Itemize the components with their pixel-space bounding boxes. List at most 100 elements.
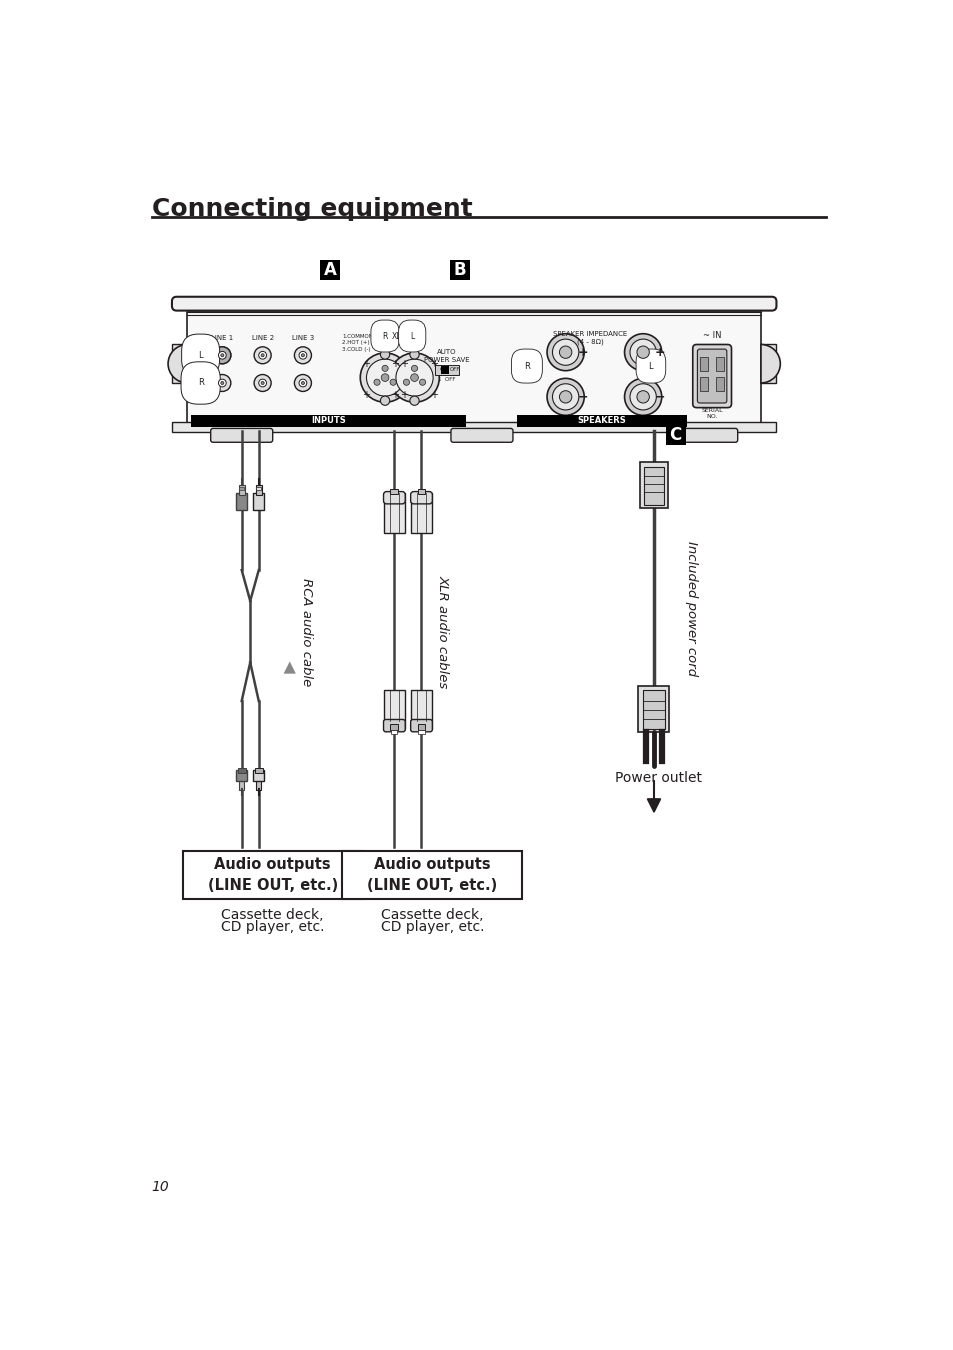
Text: AUTO
POWER SAVE: AUTO POWER SAVE bbox=[424, 350, 470, 363]
Circle shape bbox=[552, 383, 578, 410]
Circle shape bbox=[213, 347, 231, 363]
Bar bbox=[236, 771, 247, 782]
Bar bbox=[391, 730, 397, 734]
Circle shape bbox=[558, 346, 571, 358]
Text: 1.COMMON
2.HOT (+)
3.COLD (-): 1.COMMON 2.HOT (+) 3.COLD (-) bbox=[342, 333, 373, 352]
Wedge shape bbox=[760, 344, 780, 383]
Bar bbox=[716, 356, 723, 371]
Bar bbox=[238, 486, 245, 494]
Bar bbox=[716, 377, 723, 390]
Text: LINE 3: LINE 3 bbox=[292, 335, 314, 342]
Text: L: L bbox=[410, 332, 414, 340]
Bar bbox=[256, 779, 261, 790]
Circle shape bbox=[410, 374, 418, 382]
Bar bbox=[417, 724, 425, 730]
Bar bbox=[319, 259, 340, 279]
Text: R: R bbox=[197, 378, 203, 387]
Text: +: + bbox=[400, 359, 408, 369]
Bar bbox=[417, 489, 425, 494]
Text: +: + bbox=[430, 390, 437, 400]
Text: Audio outputs
(LINE OUT, etc.): Audio outputs (LINE OUT, etc.) bbox=[367, 857, 497, 892]
Circle shape bbox=[637, 346, 649, 358]
Bar bbox=[254, 768, 262, 772]
Circle shape bbox=[410, 396, 418, 405]
Text: RCA audio cable: RCA audio cable bbox=[300, 578, 313, 686]
FancyBboxPatch shape bbox=[410, 491, 432, 504]
Circle shape bbox=[410, 350, 418, 359]
Bar bbox=[418, 730, 424, 734]
Circle shape bbox=[624, 333, 661, 371]
Circle shape bbox=[629, 339, 656, 366]
Circle shape bbox=[258, 379, 266, 387]
Circle shape bbox=[380, 396, 390, 405]
Bar bbox=[187, 312, 760, 424]
Bar bbox=[236, 493, 247, 510]
Bar bbox=[700, 356, 707, 371]
Bar bbox=[253, 493, 264, 510]
Text: INPUTS: INPUTS bbox=[311, 416, 346, 425]
Bar bbox=[700, 377, 707, 390]
Circle shape bbox=[253, 374, 271, 392]
Bar bbox=[435, 364, 459, 375]
Circle shape bbox=[380, 350, 390, 359]
Text: −: − bbox=[577, 390, 587, 404]
Bar bbox=[239, 779, 244, 790]
Bar bbox=[639, 462, 667, 509]
Text: C: C bbox=[669, 425, 681, 444]
Bar bbox=[440, 366, 448, 374]
Circle shape bbox=[546, 333, 583, 371]
Text: −: − bbox=[655, 390, 665, 404]
Bar bbox=[760, 344, 776, 383]
FancyBboxPatch shape bbox=[675, 428, 737, 443]
Circle shape bbox=[213, 374, 231, 392]
Wedge shape bbox=[168, 344, 187, 383]
Circle shape bbox=[637, 390, 649, 404]
Text: R: R bbox=[382, 332, 387, 340]
Text: CD player, etc.: CD player, etc. bbox=[221, 921, 324, 934]
Circle shape bbox=[558, 390, 571, 404]
Bar bbox=[192, 414, 466, 427]
Text: B: B bbox=[454, 261, 466, 279]
Circle shape bbox=[381, 366, 388, 371]
Bar bbox=[450, 259, 470, 279]
Text: Power outlet: Power outlet bbox=[615, 771, 701, 784]
Circle shape bbox=[220, 354, 224, 356]
Bar bbox=[383, 493, 405, 533]
Circle shape bbox=[301, 382, 304, 385]
Bar bbox=[665, 424, 685, 444]
Circle shape bbox=[395, 359, 433, 396]
Circle shape bbox=[258, 351, 266, 359]
Text: A: A bbox=[323, 261, 336, 279]
Text: XLR audio cables: XLR audio cables bbox=[436, 575, 449, 688]
Bar bbox=[410, 690, 432, 729]
Bar bbox=[253, 771, 264, 782]
Text: +: + bbox=[430, 359, 437, 369]
Text: +: + bbox=[654, 346, 665, 359]
Bar bbox=[642, 690, 664, 729]
Text: +: + bbox=[361, 359, 370, 369]
Bar bbox=[239, 487, 244, 490]
Circle shape bbox=[218, 351, 226, 359]
Circle shape bbox=[403, 379, 409, 385]
Text: +: + bbox=[391, 390, 398, 400]
Text: Audio outputs
(LINE OUT, etc.): Audio outputs (LINE OUT, etc.) bbox=[208, 857, 337, 892]
Circle shape bbox=[294, 374, 311, 392]
Bar bbox=[517, 414, 686, 427]
Text: 10: 10 bbox=[152, 1180, 170, 1193]
Bar bbox=[172, 344, 187, 383]
Circle shape bbox=[419, 379, 425, 385]
Text: Connecting equipment: Connecting equipment bbox=[152, 197, 472, 220]
Bar bbox=[342, 850, 521, 899]
Text: SPEAKER IMPEDANCE
(4 - 8Ω): SPEAKER IMPEDANCE (4 - 8Ω) bbox=[553, 331, 627, 344]
Bar bbox=[410, 493, 432, 533]
Text: ON: ON bbox=[439, 367, 447, 373]
Text: 1  OFF: 1 OFF bbox=[437, 378, 456, 382]
FancyBboxPatch shape bbox=[451, 428, 513, 443]
Bar bbox=[256, 487, 261, 490]
FancyBboxPatch shape bbox=[697, 350, 726, 404]
Text: CD player, etc.: CD player, etc. bbox=[380, 921, 483, 934]
Text: LINE 1: LINE 1 bbox=[211, 335, 233, 342]
Circle shape bbox=[298, 351, 307, 359]
FancyBboxPatch shape bbox=[211, 428, 273, 443]
Bar bbox=[390, 489, 397, 494]
